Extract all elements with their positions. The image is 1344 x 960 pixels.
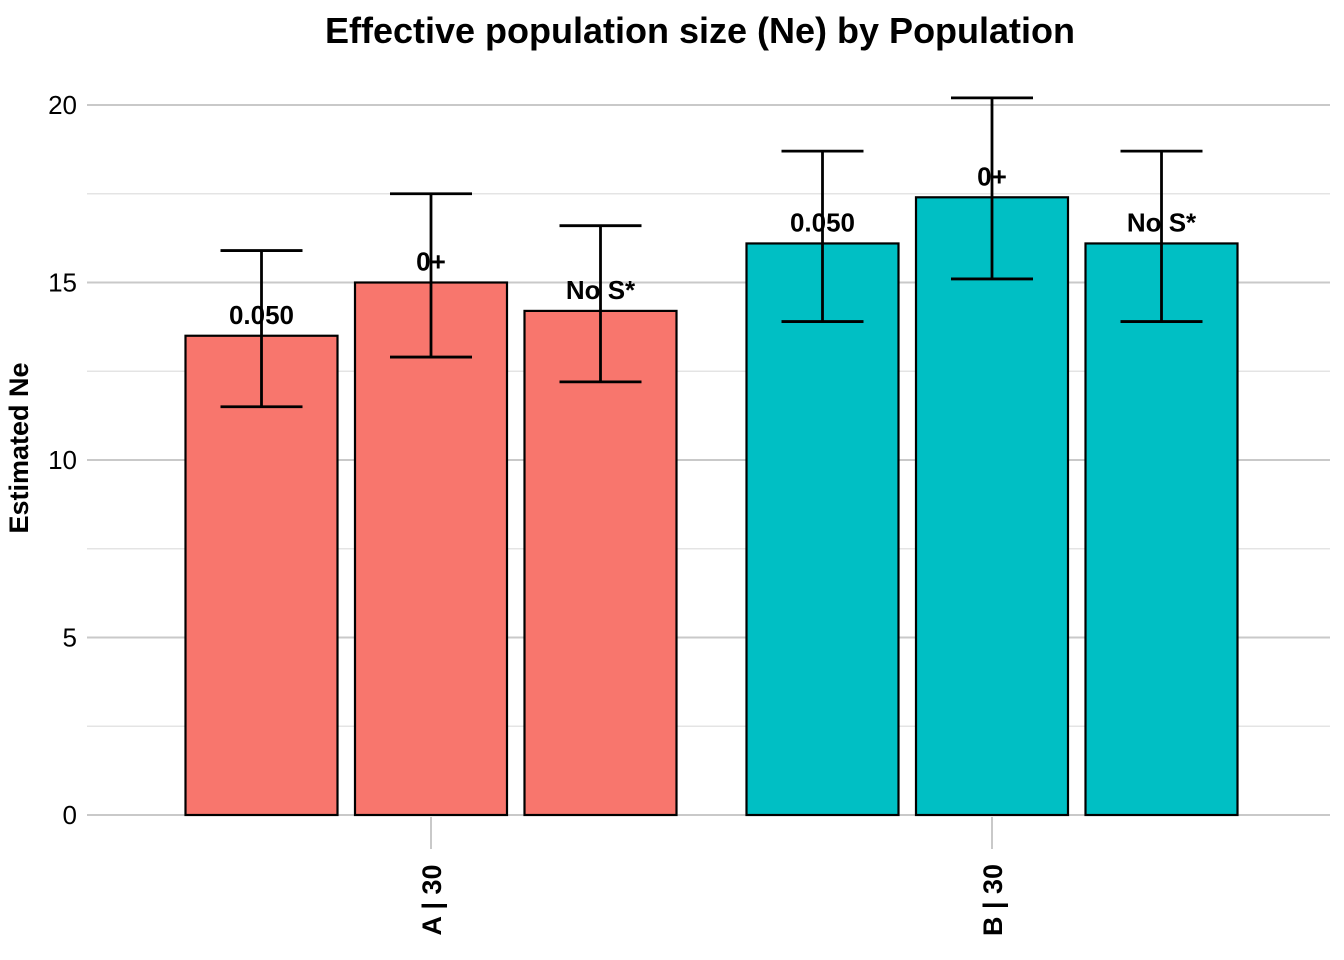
bar-value-label: No S* bbox=[566, 275, 636, 305]
y-tick-label: 5 bbox=[63, 623, 77, 653]
x-group-label: A | 30 bbox=[417, 864, 447, 935]
chart-title: Effective population size (Ne) by Popula… bbox=[325, 10, 1075, 51]
bar bbox=[914, 196, 1070, 817]
labels-layer: 0 5 10 15 20 A | 30 0.050 0+ No S* B | 30 0.050 0+ N… bbox=[48, 90, 1197, 936]
bar bbox=[523, 309, 678, 817]
y-tick-label: 15 bbox=[48, 268, 77, 298]
bar bbox=[353, 281, 509, 817]
y-tick-label: 10 bbox=[48, 445, 77, 475]
bar-value-label: 0.050 bbox=[229, 300, 294, 330]
bar-value-label: 0+ bbox=[416, 247, 446, 277]
bar bbox=[1084, 242, 1239, 817]
x-group-label: B | 30 bbox=[978, 864, 1008, 936]
y-tick-label: 0 bbox=[63, 800, 77, 830]
y-tick-label: 20 bbox=[48, 90, 77, 120]
bar bbox=[745, 242, 900, 817]
bars-layer bbox=[184, 196, 1239, 817]
bar-value-label: 0.050 bbox=[790, 207, 855, 237]
y-axis-title: Estimated Ne bbox=[4, 362, 34, 533]
bar-value-label: No S* bbox=[1127, 207, 1197, 237]
bar bbox=[184, 334, 339, 817]
error-bars-layer bbox=[220, 96, 1203, 409]
bar-value-label: 0+ bbox=[977, 161, 1007, 191]
